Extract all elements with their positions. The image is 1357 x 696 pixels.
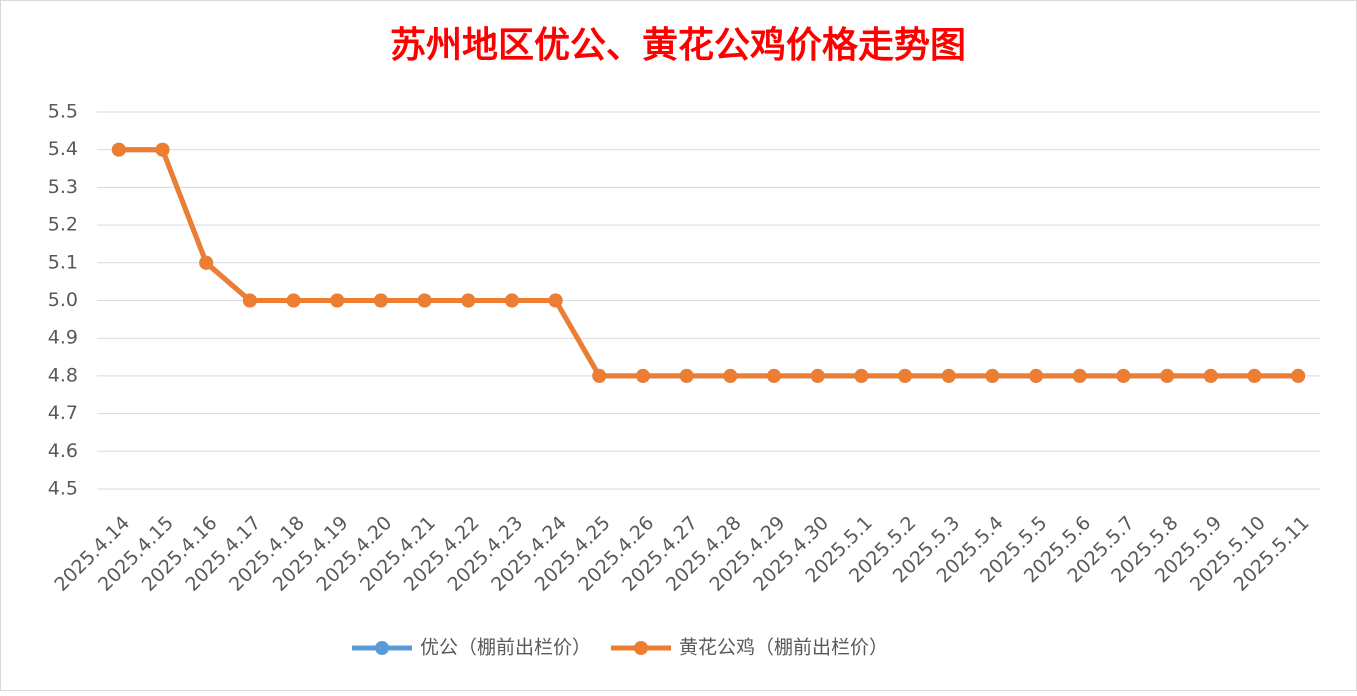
data-point [854,368,869,383]
data-point [679,368,694,383]
data-point [810,368,825,383]
y-tick-label: 4.5 [48,478,78,500]
legend-marker [634,641,649,655]
data-point [199,255,214,270]
legend-label: 黄花公鸡（棚前出栏价） [679,637,888,659]
data-point [1116,368,1131,383]
chart-title: 苏州地区优公、黄花公鸡价格走势图 [390,24,966,66]
y-tick-label: 5.5 [48,101,78,123]
data-point [504,293,519,308]
data-point [635,368,650,383]
data-point [941,368,956,383]
y-tick-label: 4.9 [48,327,78,349]
data-point [898,368,913,383]
y-tick-label: 5.2 [48,214,78,236]
data-point [1291,368,1306,383]
data-point [767,368,782,383]
data-point [155,142,170,157]
y-tick-label: 5.4 [48,138,78,160]
y-tick-label: 5.1 [48,251,78,273]
y-tick-label: 5.0 [48,289,78,311]
data-point [373,293,388,308]
data-point [1203,368,1218,383]
data-point [1160,368,1175,383]
series-line [118,147,1299,379]
data-point [548,293,563,308]
data-point [242,293,257,308]
data-point [723,368,738,383]
legend-label: 优公（棚前出栏价） [420,637,591,659]
data-point [1029,368,1044,383]
data-point [417,293,432,308]
y-tick-label: 4.8 [48,364,78,386]
y-tick-label: 5.3 [48,176,78,198]
data-point [985,368,1000,383]
data-point [330,293,345,308]
data-point [1247,368,1262,383]
data-point [1072,368,1087,383]
data-point [592,368,607,383]
y-tick-label: 4.6 [48,440,78,462]
y-tick-label: 4.7 [48,402,78,424]
data-point [286,293,301,308]
data-point [111,142,126,157]
data-point [461,293,476,308]
legend-marker [375,641,389,655]
